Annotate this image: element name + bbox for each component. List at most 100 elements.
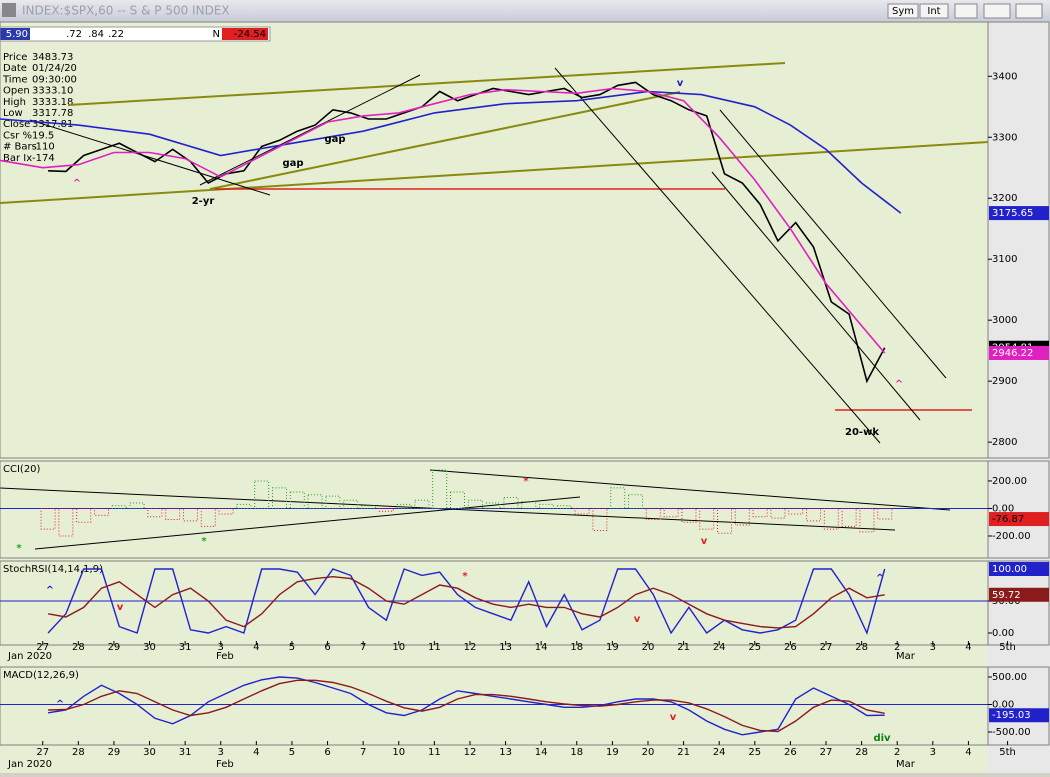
app-icon xyxy=(2,3,16,17)
x-tick-label: 3 xyxy=(218,747,224,758)
info-value: -110 xyxy=(32,142,55,153)
histogram-bar xyxy=(76,507,92,523)
x-tick-label: 7 xyxy=(360,747,366,758)
histogram-bar xyxy=(859,507,875,533)
toolbar-value: .22 xyxy=(108,29,124,40)
month-label: Mar xyxy=(896,759,916,770)
cci-trend-line xyxy=(34,496,581,550)
x-tick-label: 5 xyxy=(289,747,295,758)
last-value-box xyxy=(989,587,1049,602)
panel-border xyxy=(0,21,1050,459)
info-value: 01/24/20 xyxy=(32,63,77,74)
histogram-bar xyxy=(200,507,216,527)
info-label: Price xyxy=(3,52,27,63)
histogram-bar xyxy=(610,487,626,509)
annotation: * xyxy=(201,536,207,547)
annotation: v xyxy=(701,536,708,547)
histogram-bar xyxy=(254,480,270,509)
info-label: Date xyxy=(3,63,27,74)
histogram-bar xyxy=(574,507,590,515)
y-tick-label: 3300 xyxy=(992,132,1017,143)
x-tick-label: 10 xyxy=(392,747,405,758)
toolbar-value: N xyxy=(213,29,220,40)
int-label[interactable]: Int xyxy=(927,6,940,17)
fan-line xyxy=(29,119,271,196)
x-tick-label: 26 xyxy=(784,747,797,758)
info-value: 3317.81 xyxy=(32,119,73,130)
maximize-button[interactable] xyxy=(983,3,1011,19)
series-line xyxy=(47,676,885,736)
x-tick-label: 25 xyxy=(748,642,761,653)
histogram-bar xyxy=(663,507,679,518)
title-bar xyxy=(0,0,1050,22)
histogram-bar xyxy=(40,507,56,530)
x-tick-label: 6 xyxy=(324,747,330,758)
info-label: Open xyxy=(3,86,30,97)
histogram-bar xyxy=(182,507,198,522)
x-tick-label: 20 xyxy=(642,747,655,758)
histogram-bar xyxy=(485,502,501,509)
toolbar-field xyxy=(0,28,30,40)
last-value-box xyxy=(989,345,1049,360)
histogram-bar xyxy=(450,491,466,509)
histogram-bar xyxy=(503,496,519,509)
annotation: ^ xyxy=(876,573,884,584)
x-tick-label: 4 xyxy=(253,642,259,653)
x-tick-label: 19 xyxy=(606,747,619,758)
histogram-bar xyxy=(556,505,572,509)
histogram-bar xyxy=(717,507,733,534)
x-tick-label: 3 xyxy=(218,642,224,653)
x-tick-label: 4 xyxy=(965,747,971,758)
int-button[interactable] xyxy=(919,3,949,19)
last-value-box xyxy=(989,512,1049,527)
y-tick-label: -200.00 xyxy=(992,531,1031,542)
y-tick-label: 0.00 xyxy=(992,700,1014,711)
histogram-bar xyxy=(129,502,145,509)
annotation: gap xyxy=(282,158,303,169)
channel-line xyxy=(554,67,881,444)
y-tick-label: -500.00 xyxy=(992,727,1031,738)
close-button[interactable] xyxy=(1015,3,1043,19)
sym-label[interactable]: Sym xyxy=(892,6,914,17)
annotation: v xyxy=(117,602,124,613)
y-tick-label: 2900 xyxy=(992,376,1017,387)
annotation: 20-wk xyxy=(845,427,879,438)
x-tick-label: 6 xyxy=(324,642,330,653)
x-tick-label: 24 xyxy=(713,747,726,758)
x-tick-label: 25 xyxy=(748,747,761,758)
histogram-bar xyxy=(592,507,608,531)
month-label: Feb xyxy=(216,651,234,662)
annotation: * xyxy=(523,476,529,487)
sym-button[interactable] xyxy=(887,3,919,19)
histogram-bar xyxy=(58,507,74,537)
x-tick-label: 28 xyxy=(72,747,85,758)
x-tick-label: 11 xyxy=(428,642,441,653)
minimize-button[interactable] xyxy=(954,3,978,19)
annotation: v xyxy=(677,78,684,89)
histogram-bar xyxy=(539,503,555,509)
annotation: div xyxy=(873,733,891,744)
x-tick-label: 2 xyxy=(894,747,900,758)
x-tick-label: 29 xyxy=(108,642,121,653)
histogram-bar xyxy=(271,487,287,509)
series-line xyxy=(48,679,885,733)
info-value: 09:30:00 xyxy=(32,74,77,85)
y-tick-label: 3400 xyxy=(992,71,1017,82)
annotation: ^ xyxy=(73,178,81,189)
channel-line xyxy=(711,171,921,421)
x-tick-label: 2 xyxy=(894,642,900,653)
right-axis-strip xyxy=(988,22,1050,773)
annotation: ^ xyxy=(895,379,903,390)
histogram-bar xyxy=(841,507,857,527)
x-tick-label: 14 xyxy=(535,747,548,758)
histogram-bar xyxy=(396,503,412,509)
y-tick-label: 3200 xyxy=(992,193,1017,204)
histogram-bar xyxy=(111,505,127,509)
x-tick-label: 31 xyxy=(179,747,192,758)
x-tick-label: 19 xyxy=(606,642,619,653)
trend-line xyxy=(0,141,989,204)
last-value-label: -195.03 xyxy=(992,710,1031,721)
fan-line xyxy=(199,74,421,186)
x-tick-label: 10 xyxy=(392,642,405,653)
toolbar-field xyxy=(222,28,268,40)
